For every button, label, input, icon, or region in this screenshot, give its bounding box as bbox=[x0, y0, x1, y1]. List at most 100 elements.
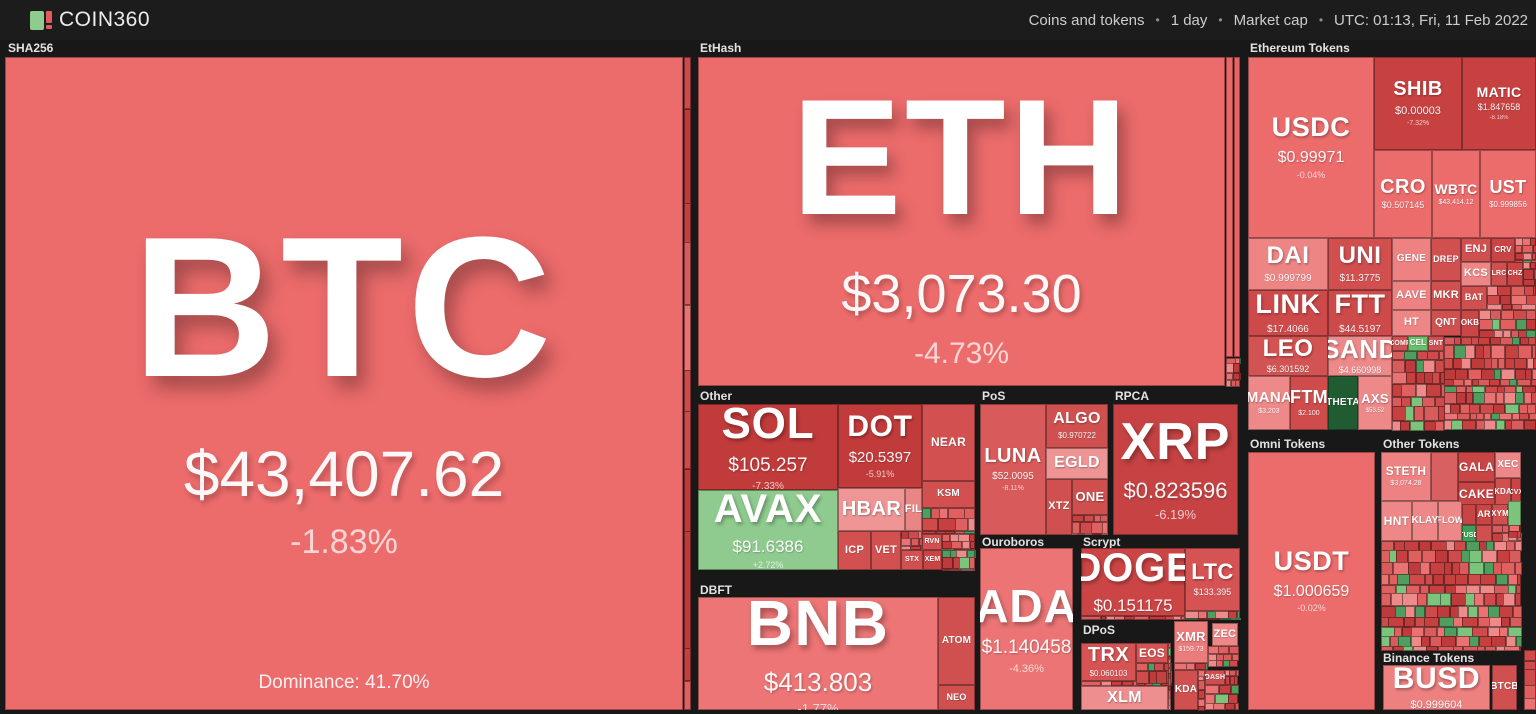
mini-tile[interactable] bbox=[1484, 358, 1493, 370]
mini-tile[interactable] bbox=[1214, 693, 1229, 704]
mini-tile[interactable] bbox=[1218, 685, 1231, 694]
tile-uni[interactable]: UNI $11.3775 bbox=[1328, 238, 1392, 290]
mini-tile[interactable] bbox=[935, 531, 946, 535]
mini-tile[interactable] bbox=[1497, 286, 1512, 296]
tile-busd[interactable]: BUSD $0.999604 bbox=[1383, 665, 1490, 710]
mini-tile[interactable] bbox=[1222, 659, 1230, 667]
mini-tile[interactable] bbox=[1206, 611, 1216, 619]
mini-tile[interactable] bbox=[1531, 369, 1536, 381]
mini-tile[interactable] bbox=[962, 541, 971, 550]
mini-tile[interactable] bbox=[1515, 636, 1522, 648]
menu-item-metric[interactable]: Market cap bbox=[1233, 11, 1308, 29]
mini-tile[interactable] bbox=[1481, 550, 1497, 564]
mini-tile[interactable] bbox=[1510, 286, 1525, 296]
mini-tile[interactable] bbox=[1478, 337, 1491, 345]
mini-tile[interactable] bbox=[1147, 663, 1155, 671]
mini-tile[interactable] bbox=[1453, 379, 1465, 387]
mini-tile[interactable] bbox=[1454, 574, 1468, 586]
mini-tile[interactable] bbox=[1408, 550, 1423, 564]
mini-tile[interactable] bbox=[1429, 562, 1445, 576]
mini-tile[interactable] bbox=[1083, 515, 1094, 522]
mini-tile[interactable] bbox=[974, 550, 976, 558]
mini-tile[interactable] bbox=[1479, 636, 1493, 648]
mini-tile[interactable] bbox=[1477, 605, 1489, 618]
mini-tile[interactable] bbox=[1198, 611, 1208, 619]
mini-tile[interactable] bbox=[1461, 550, 1471, 564]
menu-item-scope[interactable]: Coins and tokens bbox=[1028, 11, 1145, 29]
mini-tile[interactable] bbox=[1392, 351, 1405, 360]
tile-unlabeled[interactable] bbox=[1431, 452, 1458, 501]
tile-xtz[interactable]: XTZ bbox=[1046, 479, 1072, 535]
mini-tile[interactable] bbox=[1223, 653, 1233, 661]
mini-tile[interactable] bbox=[1153, 663, 1164, 671]
mini-tile[interactable] bbox=[1500, 310, 1514, 320]
tile-xlm[interactable]: XLM bbox=[1081, 686, 1168, 710]
mini-tile[interactable] bbox=[1502, 525, 1510, 533]
mini-tile[interactable] bbox=[1471, 358, 1486, 370]
mini-tile[interactable] bbox=[1407, 562, 1421, 576]
mini-tile[interactable] bbox=[1534, 279, 1536, 287]
mini-tile[interactable] bbox=[1403, 541, 1419, 551]
mini-tile[interactable] bbox=[1395, 585, 1407, 595]
mini-tile[interactable] bbox=[1501, 562, 1516, 576]
mini-tile[interactable] bbox=[1484, 392, 1497, 405]
mini-tile[interactable] bbox=[684, 681, 691, 711]
mini-tile[interactable] bbox=[1239, 358, 1241, 364]
mini-tile[interactable] bbox=[1237, 659, 1239, 667]
mini-tile[interactable] bbox=[684, 531, 691, 650]
mini-tile[interactable] bbox=[684, 411, 691, 470]
tile-rvn[interactable]: RVN bbox=[922, 534, 942, 550]
mini-tile[interactable] bbox=[1453, 646, 1464, 652]
mini-tile[interactable] bbox=[1491, 358, 1499, 370]
mini-tile[interactable] bbox=[1514, 369, 1526, 381]
mini-tile[interactable] bbox=[1483, 593, 1496, 607]
mini-tile[interactable] bbox=[1136, 663, 1148, 671]
tile-drep[interactable]: DREP bbox=[1431, 238, 1461, 281]
mini-tile[interactable] bbox=[1487, 304, 1502, 311]
mini-tile[interactable] bbox=[1420, 562, 1431, 576]
mini-tile[interactable] bbox=[1521, 385, 1536, 393]
mini-tile[interactable] bbox=[1225, 670, 1230, 676]
mini-tile[interactable] bbox=[1502, 329, 1511, 338]
mini-tile[interactable] bbox=[1235, 670, 1239, 676]
mini-tile[interactable] bbox=[1136, 670, 1149, 684]
mini-tile[interactable] bbox=[1160, 683, 1172, 687]
mini-tile[interactable] bbox=[1149, 616, 1167, 620]
mini-tile[interactable] bbox=[1501, 304, 1512, 311]
tile-doge[interactable]: DOGE $0.151175 bbox=[1081, 548, 1185, 616]
mini-tile[interactable] bbox=[1440, 384, 1445, 398]
mini-tile[interactable] bbox=[1186, 663, 1196, 670]
mini-tile[interactable] bbox=[967, 550, 976, 558]
mini-tile[interactable] bbox=[1403, 646, 1414, 652]
mini-tile[interactable] bbox=[1111, 681, 1123, 686]
mini-tile[interactable] bbox=[1493, 403, 1506, 414]
mini-tile[interactable] bbox=[1381, 585, 1396, 595]
mini-tile[interactable] bbox=[1232, 373, 1240, 381]
mini-tile[interactable] bbox=[1225, 703, 1236, 711]
mini-tile[interactable] bbox=[1406, 372, 1417, 385]
tile-xmr[interactable]: XMR $159.73 bbox=[1174, 621, 1208, 663]
mini-tile[interactable] bbox=[1228, 693, 1239, 704]
mini-tile[interactable] bbox=[1440, 593, 1452, 607]
tile-ar[interactable]: AR bbox=[1476, 504, 1492, 525]
mini-tile[interactable] bbox=[1185, 618, 1197, 621]
mini-tile[interactable] bbox=[1168, 678, 1171, 687]
mini-tile[interactable] bbox=[1079, 521, 1092, 534]
mini-tile[interactable] bbox=[1478, 541, 1487, 551]
mini-tile[interactable] bbox=[1462, 646, 1478, 652]
mini-tile[interactable] bbox=[1132, 681, 1137, 686]
tile-fil[interactable]: FIL bbox=[905, 488, 922, 531]
tile-icp[interactable]: ICP bbox=[838, 531, 871, 570]
mini-tile[interactable] bbox=[1239, 373, 1241, 381]
mini-tile[interactable] bbox=[1436, 605, 1450, 618]
mini-tile[interactable] bbox=[1533, 286, 1536, 296]
mini-tile[interactable] bbox=[1401, 593, 1418, 607]
mini-tile[interactable] bbox=[1446, 541, 1456, 551]
mini-tile[interactable] bbox=[1444, 337, 1455, 345]
mini-tile[interactable] bbox=[1484, 646, 1496, 652]
mini-tile[interactable] bbox=[1105, 616, 1115, 620]
mini-tile[interactable] bbox=[1450, 403, 1461, 414]
mini-tile[interactable] bbox=[1479, 574, 1496, 586]
mini-tile[interactable] bbox=[1465, 541, 1480, 551]
mini-tile[interactable] bbox=[942, 541, 952, 550]
